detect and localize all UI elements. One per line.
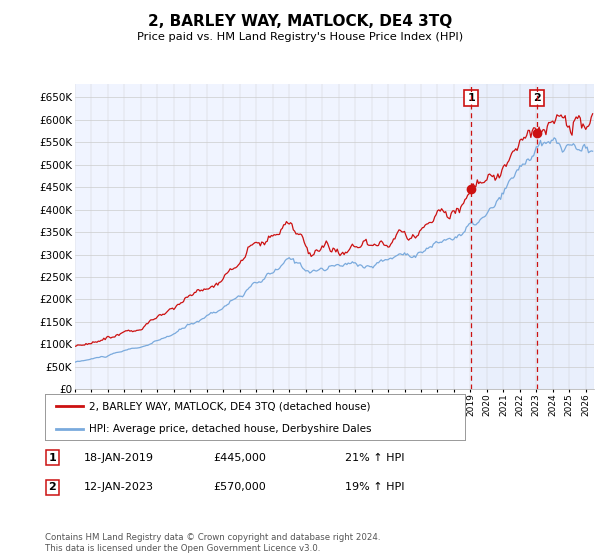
Text: 18-JAN-2019: 18-JAN-2019: [84, 452, 154, 463]
Text: 2: 2: [49, 482, 56, 492]
Text: 2, BARLEY WAY, MATLOCK, DE4 3TQ (detached house): 2, BARLEY WAY, MATLOCK, DE4 3TQ (detache…: [89, 401, 371, 411]
Text: 1: 1: [467, 94, 475, 104]
Text: 1: 1: [49, 452, 56, 463]
Text: 2, BARLEY WAY, MATLOCK, DE4 3TQ: 2, BARLEY WAY, MATLOCK, DE4 3TQ: [148, 14, 452, 29]
Text: £445,000: £445,000: [213, 452, 266, 463]
Text: HPI: Average price, detached house, Derbyshire Dales: HPI: Average price, detached house, Derb…: [89, 424, 371, 434]
Text: 12-JAN-2023: 12-JAN-2023: [84, 482, 154, 492]
Text: Price paid vs. HM Land Registry's House Price Index (HPI): Price paid vs. HM Land Registry's House …: [137, 32, 463, 43]
Text: 21% ↑ HPI: 21% ↑ HPI: [345, 452, 404, 463]
Text: 19% ↑ HPI: 19% ↑ HPI: [345, 482, 404, 492]
Text: Contains HM Land Registry data © Crown copyright and database right 2024.
This d: Contains HM Land Registry data © Crown c…: [45, 533, 380, 553]
Text: 2: 2: [533, 94, 541, 104]
Bar: [471, 84, 594, 389]
Text: £570,000: £570,000: [213, 482, 266, 492]
